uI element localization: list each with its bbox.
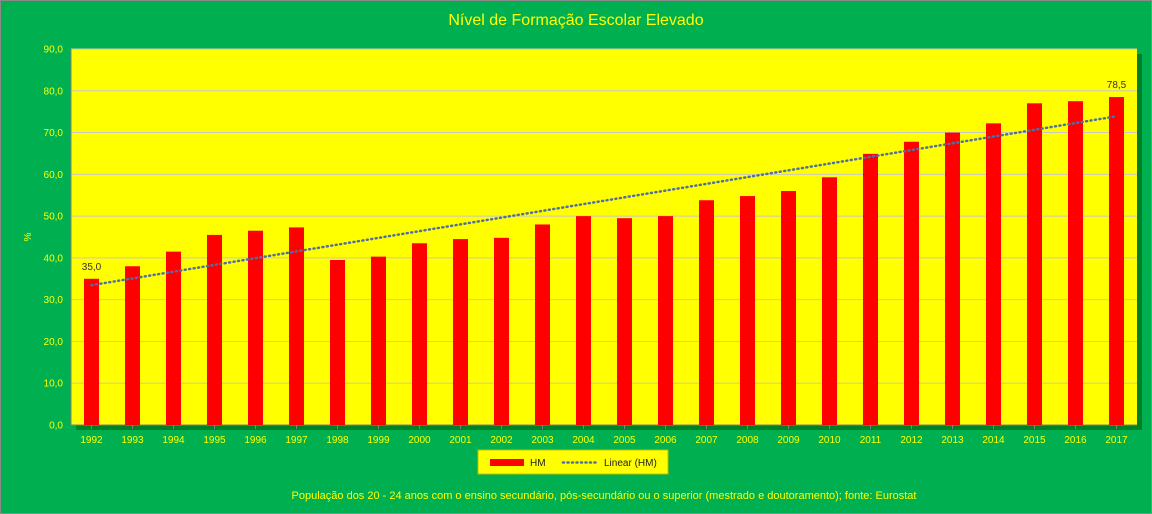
x-tick-label: 2008 — [736, 435, 759, 446]
y-tick-label: 40,0 — [44, 253, 64, 264]
bar — [207, 234, 222, 425]
x-tick-label: 2016 — [1064, 435, 1087, 446]
x-tick-label: 2012 — [900, 435, 923, 446]
y-axis-label: % — [23, 232, 34, 241]
x-tick-label: 1999 — [367, 435, 390, 446]
data-label: 78,5 — [1107, 80, 1127, 91]
bar — [740, 196, 755, 425]
x-tick-label: 2000 — [408, 435, 431, 446]
y-tick-label: 80,0 — [44, 86, 64, 97]
x-tick-label: 2013 — [941, 435, 964, 446]
x-tick-label: 2009 — [777, 435, 800, 446]
y-tick-label: 10,0 — [44, 379, 64, 390]
bar — [412, 243, 427, 425]
bar — [986, 123, 1001, 425]
y-tick-label: 20,0 — [44, 337, 64, 348]
x-tick-label: 2017 — [1105, 435, 1128, 446]
bar — [617, 218, 632, 425]
legend-swatch-hm — [490, 459, 524, 466]
x-tick-label: 2007 — [695, 435, 718, 446]
chart-title: Nível de Formação Escolar Elevado — [448, 12, 704, 29]
bar — [453, 239, 468, 425]
y-tick-label: 90,0 — [44, 45, 64, 56]
x-tick-label: 1998 — [326, 435, 349, 446]
bar — [371, 256, 386, 425]
x-tick-label: 2010 — [818, 435, 841, 446]
x-tick-label: 1997 — [285, 435, 308, 446]
bar — [166, 251, 181, 425]
bar — [125, 266, 140, 425]
x-tick-label: 2003 — [531, 435, 554, 446]
bar — [863, 153, 878, 425]
bar — [945, 132, 960, 426]
bar — [1068, 101, 1083, 425]
x-tick-label: 2002 — [490, 435, 513, 446]
bar — [248, 230, 263, 425]
legend-label-trend: Linear (HM) — [604, 458, 657, 469]
x-tick-label: 2004 — [572, 435, 595, 446]
legend-label-hm: HM — [530, 458, 546, 469]
bar — [494, 237, 509, 425]
bar — [84, 278, 99, 425]
y-tick-label: 0,0 — [49, 421, 63, 432]
bar — [822, 177, 837, 425]
bar — [289, 227, 304, 425]
x-tick-label: 1992 — [80, 435, 103, 446]
data-label: 35,0 — [82, 262, 102, 273]
bar — [781, 191, 796, 425]
chart-footnote: População dos 20 - 24 anos com o ensino … — [291, 490, 917, 502]
bar — [1027, 103, 1042, 426]
bar — [330, 259, 345, 425]
x-tick-label: 2014 — [982, 435, 1005, 446]
y-tick-label: 70,0 — [44, 128, 64, 139]
x-tick-label: 1995 — [203, 435, 226, 446]
bar — [904, 141, 919, 425]
y-tick-label: 30,0 — [44, 295, 64, 306]
bar — [699, 200, 714, 425]
trendline — [90, 115, 1118, 287]
bar — [1109, 97, 1124, 426]
x-tick-label: 2006 — [654, 435, 677, 446]
bar — [535, 224, 550, 425]
x-tick-label: 2001 — [449, 435, 472, 446]
y-tick-label: 60,0 — [44, 170, 64, 181]
x-tick-label: 1994 — [162, 435, 185, 446]
plot-area — [71, 49, 1137, 425]
x-tick-label: 2005 — [613, 435, 636, 446]
bar — [658, 216, 673, 425]
x-tick-label: 2011 — [860, 435, 882, 446]
x-tick-label: 1996 — [244, 435, 267, 446]
x-tick-label: 1993 — [121, 435, 144, 446]
x-tick-label: 2015 — [1023, 435, 1046, 446]
bar — [576, 216, 591, 425]
y-tick-label: 50,0 — [44, 212, 64, 223]
